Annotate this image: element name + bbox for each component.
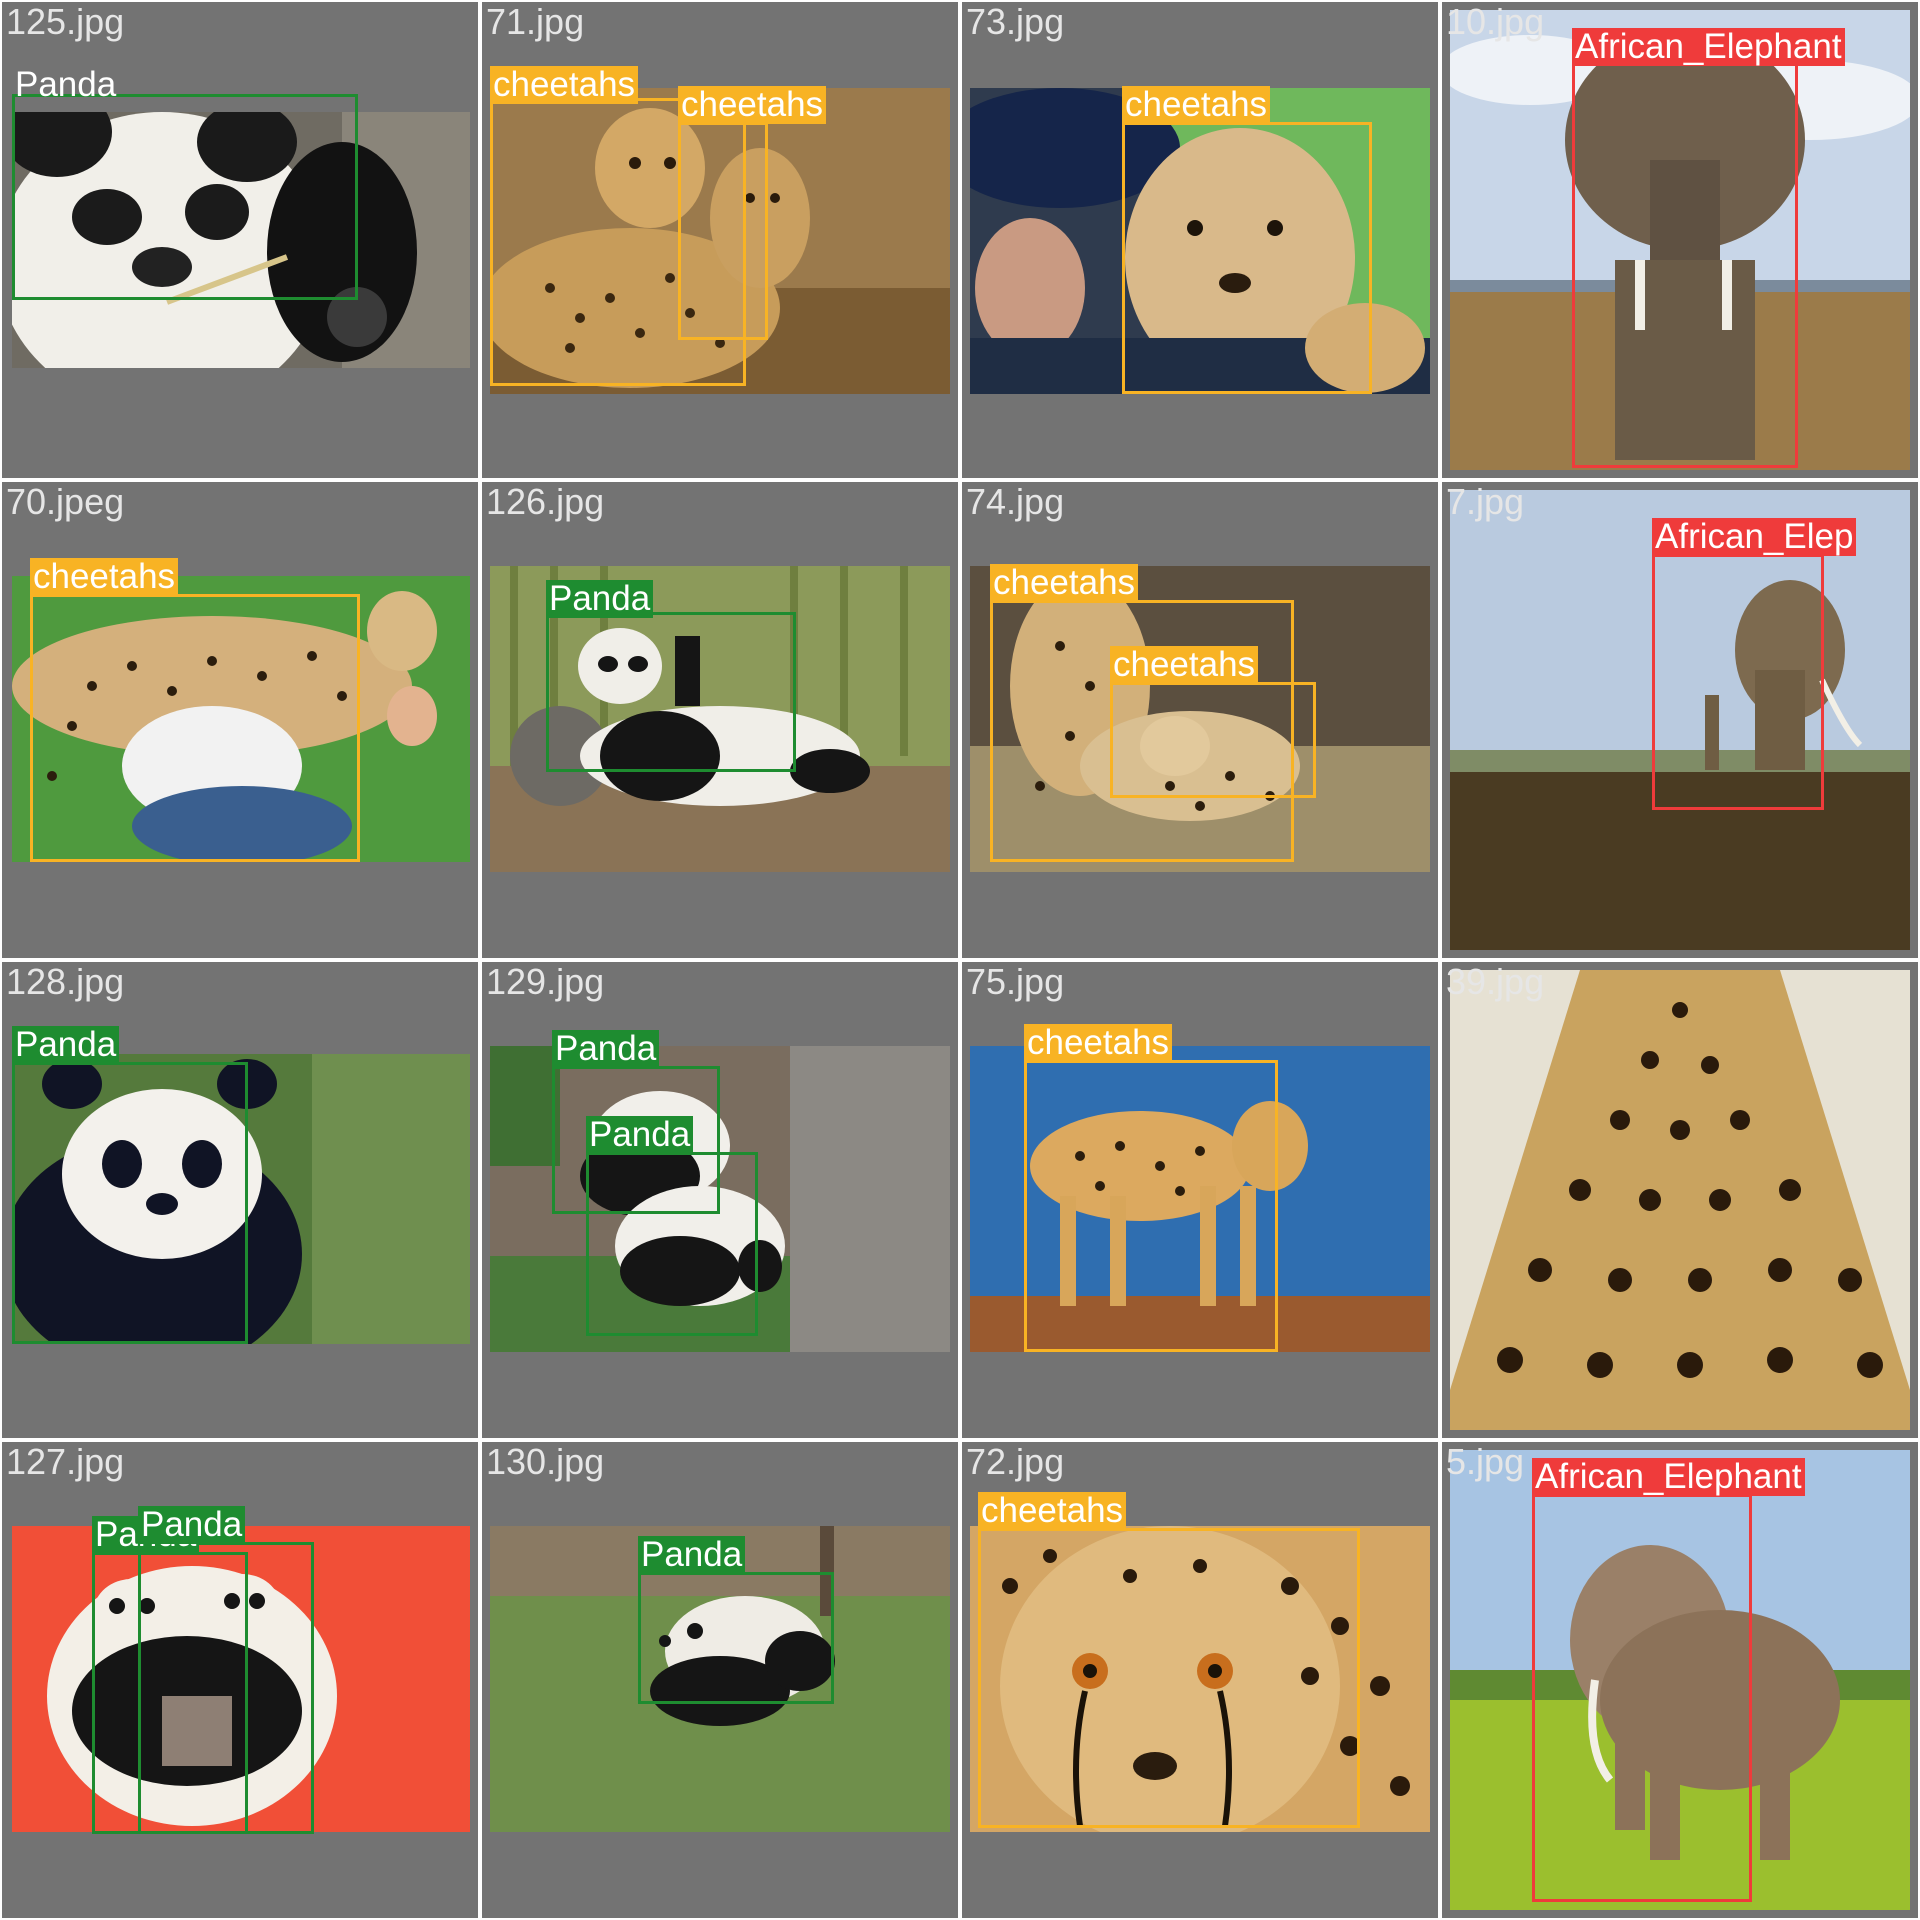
tile-filename: 129.jpg [486, 962, 605, 1002]
bbox-cheetahs [30, 594, 360, 862]
bbox-label: cheetahs [990, 564, 1139, 602]
tile-73: 73.jpg cheetahs [962, 2, 1438, 478]
bbox-panda [12, 1062, 248, 1344]
bbox-cheetahs [678, 122, 768, 340]
bbox-label: Panda [552, 1030, 660, 1068]
tile-126: 126.jpg Panda [482, 482, 958, 958]
tile-75: 75.jpg cheetahs [962, 962, 1438, 1438]
tile-filename: 126.jpg [486, 482, 605, 522]
bbox-cheetahs [1122, 122, 1372, 394]
tile-130: 130.jpg Panda [482, 1442, 958, 1918]
bbox-cheetahs [990, 600, 1294, 862]
tile-7: 7.jpg African_Elep [1442, 482, 1918, 958]
tile-filename: 128.jpg [6, 962, 125, 1002]
tile-filename: 5.jpg [1446, 1442, 1525, 1482]
tile-39: 39.jpg [1442, 962, 1918, 1438]
bbox-label: Panda [15, 65, 117, 104]
tile-filename: 125.jpg [6, 2, 125, 42]
cheetah-stretching-photo [970, 566, 1430, 872]
bbox-label: cheetahs [1024, 1024, 1173, 1062]
elephant-plain-photo [1450, 490, 1910, 950]
tile-filename: 7.jpg [1446, 482, 1525, 522]
bbox-panda [586, 1152, 758, 1336]
elephant-grass-photo [1450, 1450, 1910, 1910]
tile-filename: 73.jpg [966, 2, 1065, 42]
bbox-label: African_Elephant [1532, 1458, 1805, 1496]
bbox-label: Panda [12, 1026, 120, 1064]
tile-filename: 74.jpg [966, 482, 1065, 522]
tile-filename: 130.jpg [486, 1442, 605, 1482]
cheetah-with-man-photo [970, 88, 1430, 394]
bbox-label: African_Elep [1652, 518, 1857, 556]
tile-filename: 127.jpg [6, 1442, 125, 1482]
bbox-cheetahs [1024, 1060, 1278, 1352]
tile-125: 125.jpg Panda [2, 2, 478, 478]
two-pandas-red-photo [12, 1526, 470, 1832]
tile-74: 74.jpg cheetahs cheetahs [962, 482, 1438, 958]
bbox-panda [546, 612, 796, 772]
tile-10: 10.jpg African_Elephant [1442, 2, 1918, 478]
cheetah-mother-cub-photo [490, 88, 950, 394]
tile-127: 127.jpg Panda Panda [2, 1442, 478, 1918]
bbox-cheetahs [1110, 682, 1316, 798]
bbox-label: cheetahs [678, 86, 827, 124]
tile-filename: 72.jpg [966, 1442, 1065, 1482]
tile-70: 70.jpeg cheetahs [2, 482, 478, 958]
bbox-label: cheetahs [30, 558, 179, 596]
tile-128: 128.jpg Panda [2, 962, 478, 1438]
bbox-panda [138, 1542, 314, 1834]
bbox-label: cheetahs [1110, 646, 1259, 684]
cheetah-hugging-man-photo [12, 576, 470, 862]
tile-filename: 75.jpg [966, 962, 1065, 1002]
panda-closeup-photo [12, 112, 470, 368]
tile-129: 129.jpg Panda Panda [482, 962, 958, 1438]
bbox-label: Panda [138, 1506, 246, 1544]
bbox-label: cheetahs [490, 66, 639, 104]
bbox-african-elephant [1652, 554, 1824, 810]
bbox-cheetahs [978, 1528, 1360, 1828]
bbox-panda [12, 94, 358, 300]
bbox-label: cheetahs [1122, 86, 1271, 124]
tile-72: 72.jpg cheetahs [962, 1442, 1438, 1918]
two-pandas-rocks-photo [490, 1046, 950, 1352]
bbox-label: Panda [586, 1116, 694, 1154]
tile-5: 5.jpg African_Elephant [1442, 1442, 1918, 1918]
panda-grass-photo [490, 1526, 950, 1832]
tile-71: 71.jpg cheetahs cheetahs [482, 2, 958, 478]
cheetah-standing-sky-photo [970, 1046, 1430, 1352]
bbox-label: Panda [546, 580, 654, 618]
bbox-label: cheetahs [978, 1492, 1127, 1530]
tile-filename: 70.jpeg [6, 482, 125, 522]
bbox-african-elephant [1572, 60, 1798, 468]
panda-portrait-photo [12, 1054, 470, 1344]
leopard-skin-photo [1450, 970, 1910, 1430]
bbox-panda [638, 1572, 834, 1704]
cheetah-face-photo [970, 1526, 1430, 1832]
bbox-label: African_Elephant [1572, 28, 1845, 66]
tile-filename: 71.jpg [486, 2, 585, 42]
bbox-label: Panda [638, 1536, 746, 1574]
bbox-african-elephant [1532, 1494, 1752, 1902]
tile-filename: 39.jpg [1446, 962, 1545, 1002]
tile-filename: 10.jpg [1446, 2, 1545, 42]
